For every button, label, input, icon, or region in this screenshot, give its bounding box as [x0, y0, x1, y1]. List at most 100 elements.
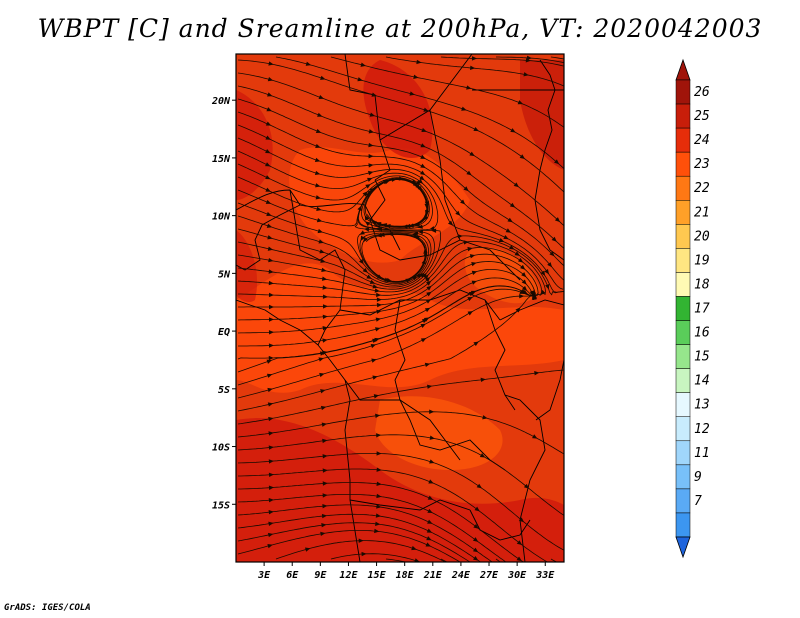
streamline-arrow: [268, 343, 274, 348]
streamline-arrow: [316, 206, 322, 212]
streamline-arrow: [421, 127, 427, 133]
colorbar-label: 7: [694, 494, 702, 509]
streamline-arrow: [268, 330, 274, 335]
streamline-arrow: [369, 187, 375, 193]
streamline: [237, 111, 564, 281]
colorbar-swatch: [675, 488, 691, 514]
colorbar-label: 25: [694, 109, 710, 124]
streamline-arrow: [408, 223, 414, 228]
streamline-arrow: [322, 493, 328, 498]
streamline-arrow: [322, 285, 328, 290]
streamline-arrow: [372, 284, 378, 289]
colorbar-swatch: [675, 175, 691, 201]
streamline-arrow: [427, 519, 433, 524]
streamline-arrow: [420, 323, 426, 329]
streamline-arrow: [376, 493, 382, 499]
streamline-arrow: [268, 355, 274, 361]
streamline-arrow: [368, 153, 374, 159]
streamline-arrow: [415, 180, 421, 186]
streamline-arrow: [421, 259, 426, 265]
colorbar-label: 9: [694, 470, 702, 485]
colorbar-swatch: [675, 272, 691, 297]
streamline-arrow: [417, 224, 423, 229]
colorbar-swatch: [675, 103, 691, 129]
field-patch-light: [289, 147, 470, 263]
streamline-arrow: [413, 74, 419, 79]
streamline-arrow: [513, 182, 519, 188]
streamline-arrow: [321, 422, 327, 427]
streamline-arrow: [319, 249, 325, 254]
chart-title: WBPT [C] and Sreamline at 200hPa, VT: 20…: [37, 14, 763, 43]
streamline-arrow: [413, 231, 419, 236]
colorbar-label: 17: [694, 302, 710, 317]
streamline-arrow: [473, 555, 479, 561]
streamline-arrow: [521, 272, 527, 278]
streamline-arrow: [268, 304, 274, 310]
streamline-arrow: [517, 100, 524, 105]
streamline-arrow: [369, 279, 376, 284]
x-tick-label: 15E: [368, 570, 387, 581]
colorbar-label: 24: [694, 133, 710, 148]
streamline-arrow: [476, 483, 482, 489]
streamline-arrow: [322, 314, 328, 319]
streamline-arrow: [522, 285, 528, 291]
streamline-arrow: [319, 351, 326, 356]
streamline-arrow: [375, 521, 381, 526]
streamline-arrow: [317, 112, 323, 117]
streamline: [385, 56, 564, 87]
colorbar-swatch: [675, 416, 691, 442]
streamline-arrow: [374, 528, 380, 534]
streamline-arrow: [318, 239, 324, 244]
streamline: [238, 468, 549, 562]
colorbar-swatch: [675, 296, 691, 321]
colorbar-label: 26: [694, 85, 710, 100]
x-tick-label: 24E: [451, 570, 471, 581]
streamline-arrow: [315, 195, 321, 200]
streamline-arrow: [268, 280, 274, 286]
streamline-arrow: [471, 270, 478, 275]
streamline-arrow: [472, 547, 479, 553]
streamline-arrow: [367, 177, 373, 182]
streamline: [237, 228, 432, 286]
streamline-arrow: [429, 459, 435, 464]
streamline-arrow: [368, 142, 374, 148]
streamline-arrow: [376, 297, 382, 302]
grads-credit: GrADS: IGES/COLA: [4, 603, 91, 613]
streamline-arrow: [519, 154, 525, 159]
streamline-arrow: [554, 217, 561, 223]
colorbar-label: 20: [694, 229, 710, 244]
streamline-arrow: [305, 61, 312, 66]
colorbar-swatch: [675, 440, 691, 466]
streamline-arrow: [365, 192, 371, 198]
y-tick-label: 15N: [212, 154, 231, 165]
streamline-arrow: [425, 209, 430, 216]
streamline-arrow: [467, 297, 473, 302]
streamline-arrow: [467, 311, 473, 316]
streamline: [237, 453, 564, 551]
streamline-arrow: [414, 222, 421, 227]
streamline: [237, 513, 482, 562]
colorbar-label: 18: [694, 277, 710, 292]
streamline-arrow: [482, 415, 488, 420]
streamline-arrow: [507, 217, 513, 223]
streamline-arrow: [424, 362, 431, 368]
streamline-arrow: [369, 112, 376, 117]
colorbar-swatch: [675, 464, 691, 490]
streamline-arrow: [388, 231, 394, 237]
streamline-arrow: [368, 170, 374, 176]
streamline-arrow: [420, 338, 427, 343]
streamline-arrow: [471, 56, 477, 61]
streamline-arrow: [371, 92, 377, 97]
streamline-arrow: [364, 215, 370, 221]
streamline: [440, 558, 448, 562]
streamline-arrow: [424, 307, 431, 313]
streamline-arrow: [417, 229, 424, 235]
streamline-arrow: [268, 416, 274, 422]
streamline-arrow: [480, 377, 486, 383]
streamline-arrow: [514, 251, 520, 256]
streamline: [237, 522, 471, 562]
colorbar-arrow-top: [675, 58, 691, 81]
x-tick-label: 9E: [314, 570, 327, 581]
streamline-arrow: [315, 128, 322, 134]
streamline-arrow: [503, 234, 509, 240]
